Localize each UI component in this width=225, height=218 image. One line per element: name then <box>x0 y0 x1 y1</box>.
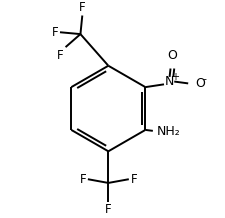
Text: F: F <box>130 173 137 186</box>
Text: F: F <box>79 173 86 186</box>
Text: -: - <box>201 74 205 84</box>
Text: F: F <box>51 26 58 39</box>
Text: F: F <box>105 203 111 216</box>
Text: NH₂: NH₂ <box>156 125 180 138</box>
Text: N: N <box>164 75 173 88</box>
Text: +: + <box>170 72 178 82</box>
Text: F: F <box>57 49 63 62</box>
Text: O: O <box>195 77 205 90</box>
Text: F: F <box>79 1 85 14</box>
Text: O: O <box>167 49 177 62</box>
